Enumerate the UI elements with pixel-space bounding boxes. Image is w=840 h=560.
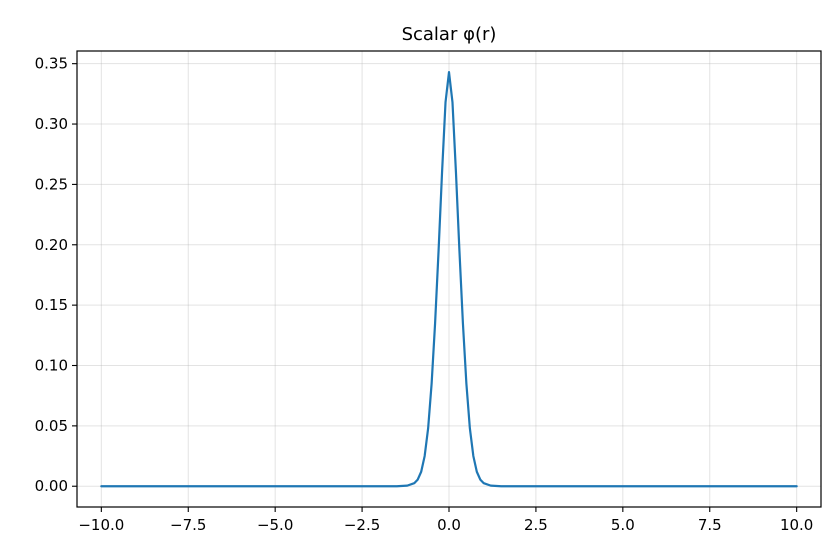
x-tick-label: −10.0 [78,516,124,534]
x-axis: −10.0 −7.5 −5.0 −2.5 0.0 2.5 5.0 7.5 10.0 [78,507,813,534]
y-tick-label: 0.00 [35,477,68,495]
x-tick-label: 2.5 [524,516,548,534]
x-tick-label: 0.0 [437,516,461,534]
y-tick-label: 0.30 [35,115,68,133]
x-tick-label: 5.0 [611,516,635,534]
y-tick-label: 0.20 [35,236,68,254]
y-tick-label: 0.35 [35,55,68,73]
y-tick-label: 0.15 [35,296,68,314]
x-tick-label: −5.0 [257,516,293,534]
series-line [100,71,798,488]
x-tick-label: 7.5 [698,516,722,534]
chart-title: Scalar φ(r) [402,24,497,45]
x-tick-label: 10.0 [780,516,813,534]
x-tick-label: −2.5 [344,516,380,534]
y-tick-label: 0.05 [35,417,68,435]
y-tick-label: 0.10 [35,357,68,375]
y-tick-label: 0.25 [35,175,68,193]
series-layer [100,71,798,488]
x-tick-label: −7.5 [170,516,206,534]
grid [77,51,821,507]
y-axis: 0.00 0.05 0.10 0.15 0.20 0.25 0.30 0.35 [35,55,77,495]
